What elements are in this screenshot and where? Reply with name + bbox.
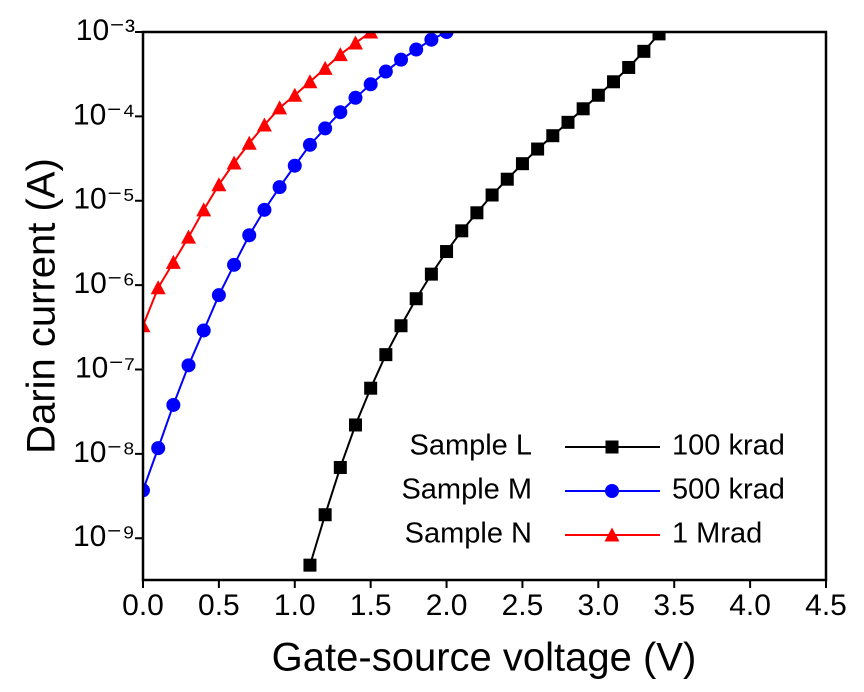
marker — [485, 188, 499, 202]
marker — [272, 180, 287, 195]
y-tick-label: 10⁻³ — [76, 14, 135, 47]
legend-sample: Sample L — [409, 430, 532, 462]
marker — [591, 88, 605, 102]
marker — [150, 280, 166, 295]
marker — [318, 121, 333, 136]
marker — [379, 348, 393, 362]
marker — [470, 206, 484, 220]
marker — [196, 202, 212, 217]
marker — [440, 245, 454, 259]
y-tick-label: 10⁻⁵ — [73, 183, 135, 216]
x-tick-label: 0.0 — [122, 589, 164, 622]
plot-area — [143, 32, 666, 572]
marker — [302, 74, 318, 89]
marker — [409, 292, 423, 306]
marker — [333, 460, 347, 474]
marker — [211, 288, 226, 303]
y-tick-label: 10⁻⁹ — [73, 520, 135, 553]
marker — [287, 158, 302, 173]
legend-label: 100 krad — [672, 430, 785, 462]
legend-label: 1 Mrad — [672, 518, 762, 550]
x-axis-title: Gate-source voltage (V) — [272, 636, 697, 680]
marker — [439, 32, 454, 39]
marker — [303, 558, 317, 572]
marker — [227, 257, 242, 272]
marker — [318, 508, 332, 522]
marker — [409, 42, 424, 57]
marker — [165, 254, 181, 269]
x-tick-label: 1.5 — [350, 589, 392, 622]
marker — [637, 44, 651, 58]
marker — [287, 87, 303, 102]
marker — [652, 32, 666, 41]
marker — [348, 90, 363, 105]
x-tick-label: 1.0 — [274, 589, 316, 622]
marker — [256, 117, 272, 132]
marker — [424, 32, 439, 47]
marker — [317, 60, 333, 75]
marker — [576, 102, 590, 116]
marker — [394, 52, 409, 67]
marker — [143, 483, 150, 498]
marker — [363, 32, 379, 39]
marker — [561, 115, 575, 129]
marker — [364, 381, 378, 395]
marker — [333, 105, 348, 120]
x-tick-label: 0.5 — [198, 589, 240, 622]
marker — [332, 47, 348, 62]
marker — [151, 441, 166, 456]
marker — [143, 318, 151, 333]
marker — [546, 129, 560, 143]
y-tick-label: 10⁻⁸ — [73, 436, 135, 469]
legend-marker — [605, 484, 619, 498]
marker — [378, 64, 393, 79]
x-tick-label: 2.5 — [502, 589, 544, 622]
marker — [226, 155, 242, 170]
y-tick-label: 10⁻⁴ — [73, 98, 135, 131]
marker — [607, 75, 621, 89]
marker — [196, 323, 211, 338]
legend-sample: Sample M — [401, 474, 532, 506]
y-axis-title: Darin current (A) — [20, 158, 64, 454]
marker — [211, 177, 227, 192]
x-tick-label: 4.5 — [805, 589, 847, 622]
marker — [257, 202, 272, 217]
series-line — [143, 32, 372, 327]
marker — [272, 100, 288, 115]
marker — [515, 157, 529, 171]
marker — [181, 358, 196, 373]
marker — [363, 77, 378, 92]
legend-marker — [604, 527, 620, 542]
marker — [166, 397, 181, 412]
marker — [622, 60, 636, 74]
marker — [348, 418, 362, 432]
x-tick-label: 3.5 — [653, 589, 695, 622]
marker — [455, 224, 469, 238]
marker — [181, 229, 197, 244]
marker — [424, 267, 438, 281]
legend-label: 500 krad — [672, 474, 785, 506]
marker — [241, 135, 257, 150]
x-tick-label: 2.0 — [426, 589, 468, 622]
marker — [347, 35, 363, 50]
x-tick-label: 3.0 — [577, 589, 619, 622]
legend-marker — [605, 440, 619, 454]
marker — [302, 137, 317, 152]
plot-frame — [141, 30, 828, 582]
x-tick-label: 4.0 — [729, 589, 771, 622]
y-tick-label: 10⁻⁷ — [75, 351, 135, 384]
marker — [242, 228, 257, 243]
marker — [531, 142, 545, 156]
legend-sample: Sample N — [405, 518, 532, 550]
y-tick-label: 10⁻⁶ — [73, 267, 135, 300]
marker — [500, 172, 514, 186]
marker — [394, 319, 408, 333]
